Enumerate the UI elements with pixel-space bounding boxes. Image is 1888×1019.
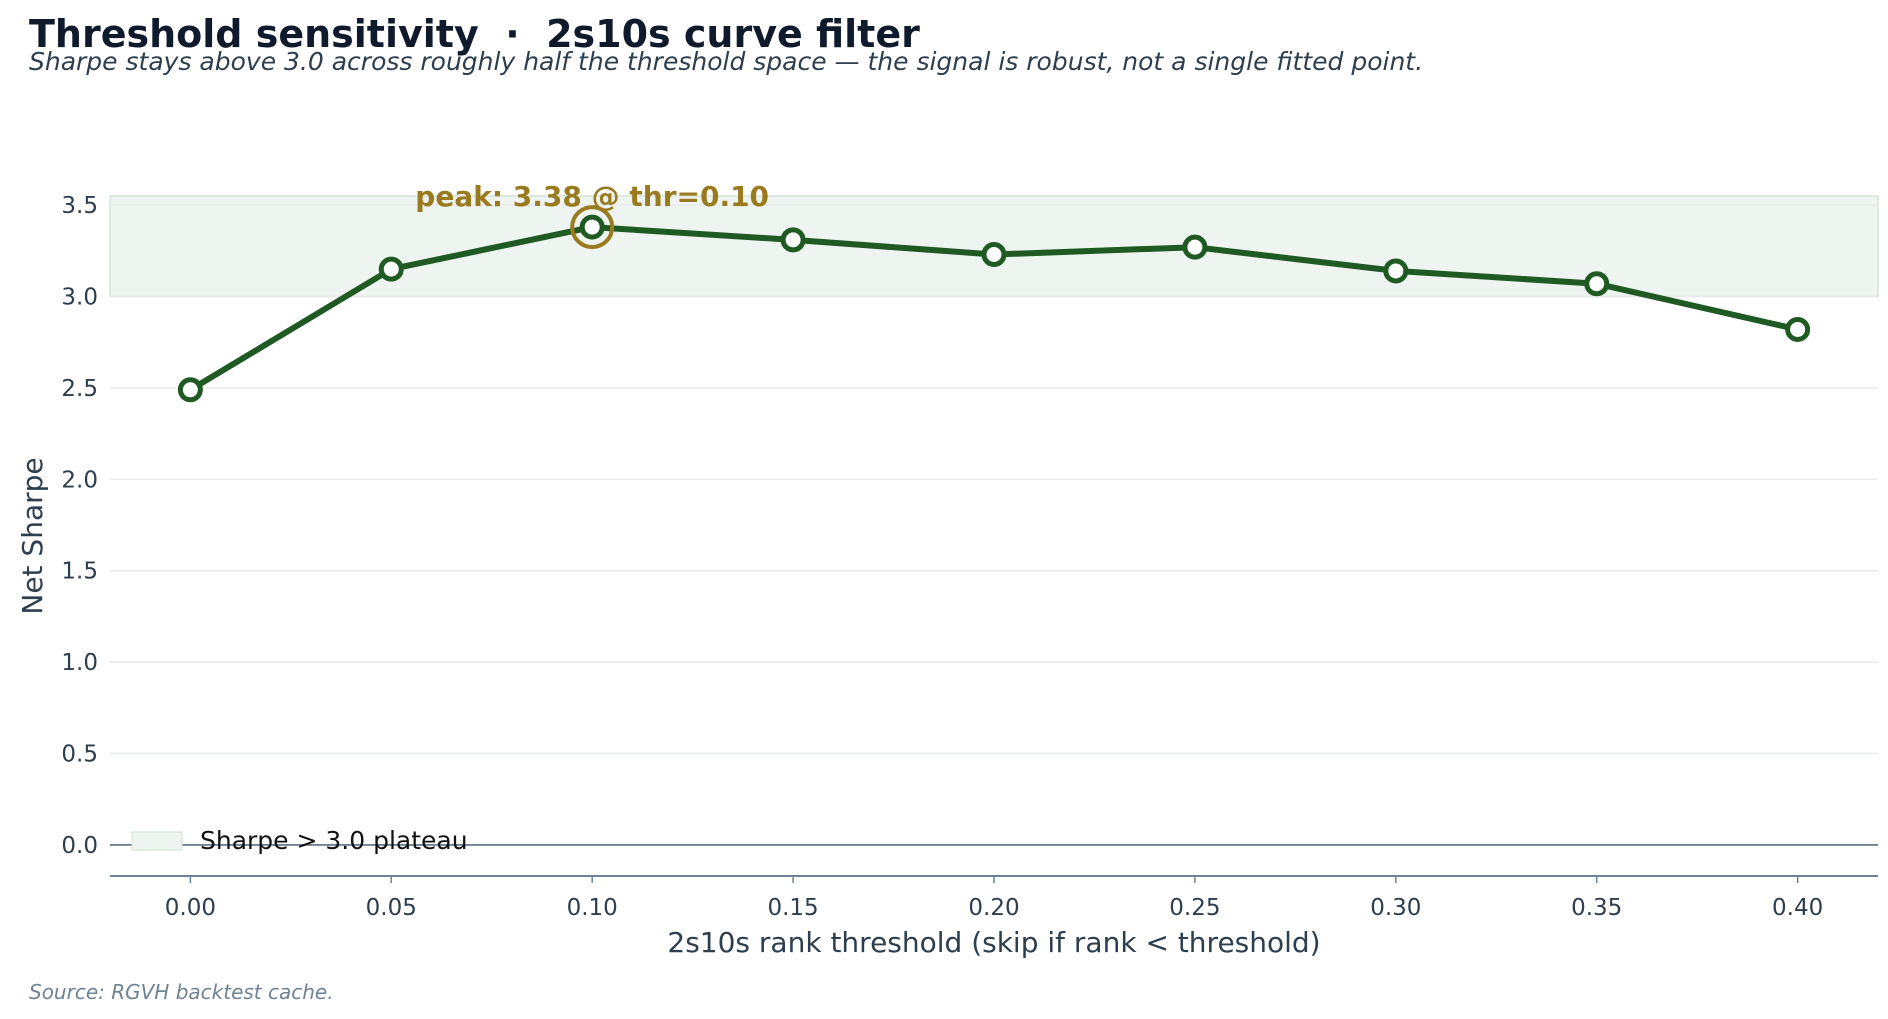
data-point [579, 214, 605, 240]
y-tick-label: 1.5 [61, 559, 98, 585]
peak-annotation: peak: 3.38 @ thr=0.10 [415, 180, 769, 213]
y-tick-label: 3.0 [61, 285, 98, 311]
data-point [177, 377, 203, 403]
x-tick-label: 0.25 [1169, 895, 1220, 921]
chart-subtitle: Sharpe stays above 3.0 across roughly ha… [29, 47, 1424, 76]
data-point [780, 227, 806, 253]
data-point [378, 256, 404, 282]
data-point [1182, 234, 1208, 260]
y-tick-label: 1.0 [61, 650, 98, 676]
data-point [1584, 271, 1610, 297]
x-tick-label: 0.30 [1370, 895, 1421, 921]
data-point [981, 241, 1007, 267]
legend-label-plateau: Sharpe > 3.0 plateau [200, 826, 468, 855]
y-tick-label: 0.0 [61, 833, 98, 859]
y-tick-label: 3.5 [61, 193, 98, 219]
x-tick-label: 0.05 [366, 895, 417, 921]
peak-marker-ring [570, 205, 615, 250]
x-tick-label: 0.10 [567, 895, 618, 921]
x-tick-label: 0.00 [165, 895, 216, 921]
data-point [1383, 258, 1409, 284]
y-tick-label: 0.5 [61, 742, 98, 768]
data-point [1785, 316, 1811, 342]
y-tick-label: 2.0 [61, 467, 98, 493]
y-tick-label: 2.5 [61, 376, 98, 402]
y-axis-label: Net Sharpe [16, 457, 49, 614]
x-tick-label: 0.35 [1571, 895, 1622, 921]
x-tick-label: 0.15 [767, 895, 818, 921]
chart-title: Threshold sensitivity · 2s10s curve filt… [29, 12, 920, 56]
x-tick-label: 0.40 [1772, 895, 1823, 921]
source-note: Source: RGVH backtest cache. [29, 980, 334, 1004]
x-tick-label: 0.20 [968, 895, 1019, 921]
x-axis-label: 2s10s rank threshold (skip if rank < thr… [667, 926, 1320, 959]
legend-swatch-plateau [131, 831, 183, 851]
